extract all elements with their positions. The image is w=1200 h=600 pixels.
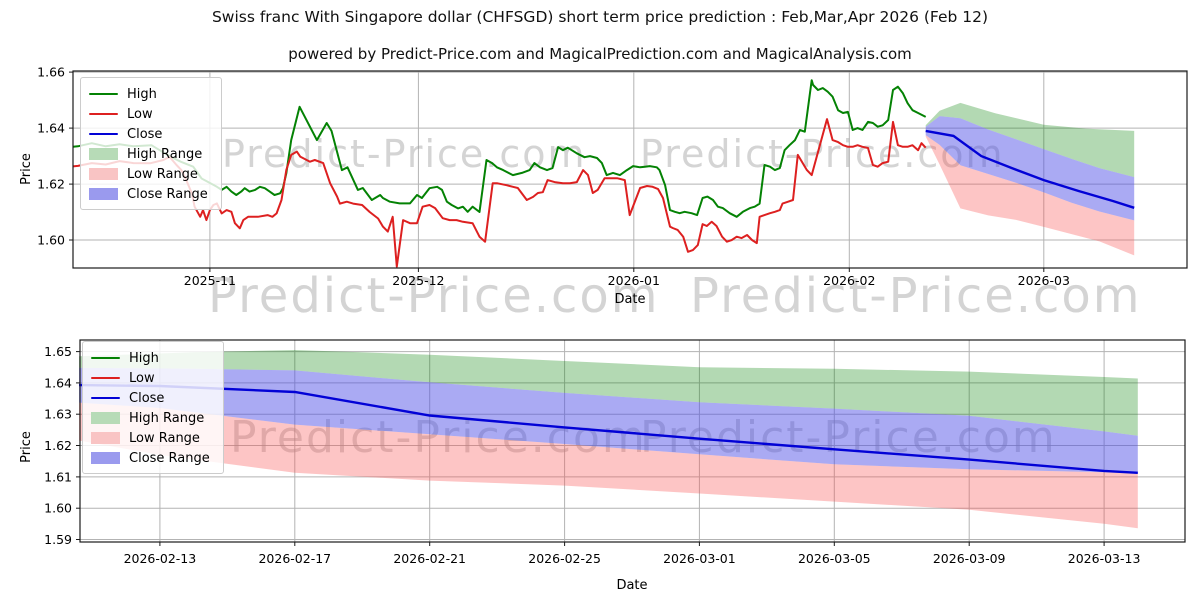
legend-item-close-range: Close Range xyxy=(91,448,215,468)
watermark-text: Predict-Price.com xyxy=(222,132,587,176)
x-tick-label: 2025-11 xyxy=(184,273,236,288)
legend-line-swatch xyxy=(89,92,118,96)
legend-item-label: High xyxy=(127,86,157,102)
legend-item-low: Low xyxy=(89,104,213,124)
legend-item-label: Close Range xyxy=(129,450,210,466)
low-line xyxy=(72,118,927,268)
legend-item-label: Low xyxy=(129,370,155,386)
watermark-text: Predict-Price.com xyxy=(640,412,1057,463)
x-tick-label: 2026-03-09 xyxy=(933,551,1006,566)
y-tick-label: 1.59 xyxy=(44,532,72,547)
legend-patch-swatch xyxy=(89,188,118,200)
x-tick-label: 2026-03 xyxy=(1018,273,1070,288)
legend-item-label: High Range xyxy=(127,146,203,162)
x-tick-label: 2026-02-25 xyxy=(528,551,601,566)
legend-patch-swatch xyxy=(91,452,120,464)
close-forecast-line xyxy=(78,383,1138,474)
plot-border xyxy=(79,339,1186,543)
low-range-band xyxy=(925,135,1135,256)
close-range-band xyxy=(925,116,1135,221)
legend-item-high-range: High Range xyxy=(89,144,213,164)
y-axis-label: Price xyxy=(19,153,34,185)
x-axis-label: Date xyxy=(616,578,647,593)
x-tick-label: 2026-01 xyxy=(608,273,660,288)
plot-border xyxy=(72,70,1188,269)
x-tick-label: 2026-02-21 xyxy=(393,551,466,566)
legend-item-close: Close xyxy=(91,388,215,408)
legend-patch-swatch xyxy=(91,432,120,444)
legend-line-swatch xyxy=(91,396,120,400)
legend-item-low-range: Low Range xyxy=(91,428,215,448)
close-forecast-line xyxy=(925,129,1135,209)
close-range-band xyxy=(79,367,1138,474)
legend-line-swatch xyxy=(91,376,120,380)
y-tick-label: 1.65 xyxy=(44,344,72,359)
legend-patch-swatch xyxy=(89,148,118,160)
y-tick-label: 1.62 xyxy=(37,177,65,192)
legend-item-label: High xyxy=(129,350,159,366)
x-tick-label: 2026-02-13 xyxy=(124,551,197,566)
legend-line-swatch xyxy=(89,112,118,116)
legend-line-swatch xyxy=(89,132,118,136)
chart-history-with-forecast-fan: Predict-Price.com Predict-Price.com Predic… xyxy=(19,65,1188,324)
legend-item-high-range: High Range xyxy=(91,408,215,428)
legend-item-label: Low xyxy=(127,106,153,122)
legend-item-label: Close xyxy=(129,390,165,406)
y-tick-label: 1.66 xyxy=(37,65,65,80)
x-tick-label: 2026-03-05 xyxy=(798,551,871,566)
watermark-text: Predict-Price.com xyxy=(208,268,660,324)
high-range-band xyxy=(79,350,1138,436)
page-subtitle: powered by Predict-Price.com and Magical… xyxy=(288,45,912,63)
x-tick-label: 2026-03-01 xyxy=(663,551,736,566)
x-tick-label: 2025-12 xyxy=(392,273,444,288)
legend-item-close-range: Close Range xyxy=(89,184,213,204)
watermark-text: Predict-Price.com xyxy=(230,412,647,463)
y-tick-label: 1.63 xyxy=(44,407,72,422)
legend-item-label: Low Range xyxy=(127,166,198,182)
y-axis-label: Price xyxy=(19,431,34,463)
legend-bottom-chart: High Low Close High Range Low Range Close Ran… xyxy=(82,341,224,474)
legend-item-label: Close Range xyxy=(127,186,208,202)
high-line xyxy=(72,79,927,218)
legend-item-close: Close xyxy=(89,124,213,144)
y-tick-label: 1.62 xyxy=(44,438,72,453)
legend-item-low: Low xyxy=(91,368,215,388)
legend-line-swatch xyxy=(91,356,120,360)
y-tick-label: 1.60 xyxy=(44,501,72,516)
y-tick-label: 1.61 xyxy=(44,469,72,484)
legend-patch-swatch xyxy=(89,168,118,180)
page-title: Swiss franc With Singapore dollar (CHFSG… xyxy=(211,8,989,26)
high-range-band xyxy=(925,102,1135,178)
legend-top-chart: High Low Close High Range Low Range Close Ran… xyxy=(80,77,222,210)
legend-patch-swatch xyxy=(91,412,120,424)
legend-item-high: High xyxy=(91,348,215,368)
x-axis-label: Date xyxy=(614,292,645,307)
legend-item-label: High Range xyxy=(129,410,205,426)
x-tick-label: 2026-02 xyxy=(823,273,875,288)
low-range-band xyxy=(79,402,1138,529)
legend-item-label: Close xyxy=(127,126,163,142)
legend-item-low-range: Low Range xyxy=(89,164,213,184)
legend-item-label: Low Range xyxy=(129,430,200,446)
y-tick-label: 1.64 xyxy=(37,121,65,136)
watermark-text: Predict-Price.com xyxy=(690,268,1142,324)
x-tick-label: 2026-02-17 xyxy=(258,551,331,566)
x-tick-label: 2026-03-13 xyxy=(1068,551,1141,566)
y-tick-label: 1.60 xyxy=(37,233,65,248)
y-tick-label: 1.64 xyxy=(44,375,72,390)
legend-item-high: High xyxy=(89,84,213,104)
